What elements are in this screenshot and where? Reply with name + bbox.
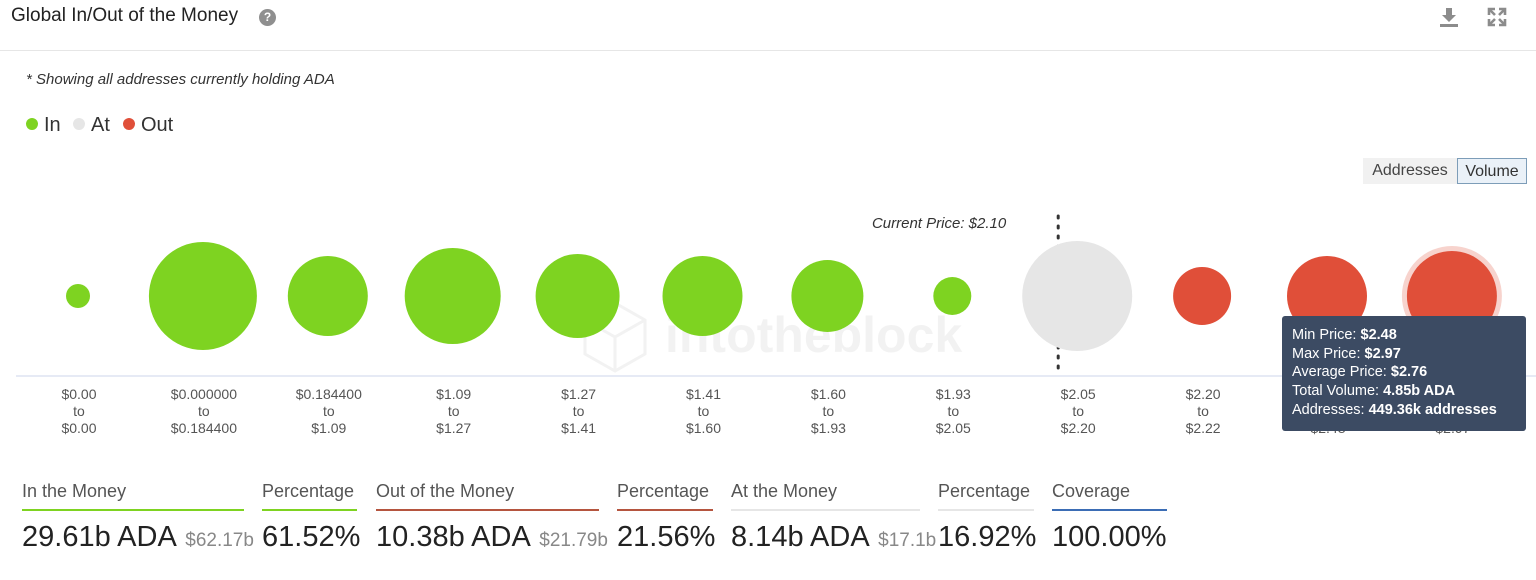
stat-out-percentage: Percentage 21.56% — [617, 478, 716, 554]
current-price-label: Current Price: $2.10 — [872, 215, 1007, 232]
x-tick-label: $2.20 — [1061, 420, 1096, 436]
stat-label: In the Money — [22, 481, 127, 501]
stat-label: Out of the Money — [376, 481, 515, 501]
stat-underline — [617, 509, 713, 511]
x-tick-label: $0.184400 — [171, 420, 237, 436]
stat-underline — [262, 509, 357, 511]
stat-value: 16.92% — [938, 521, 1037, 553]
bubble-at — [1022, 241, 1133, 351]
stat-out-of-the-money: Out of the Money 10.38b ADA $21.79b — [376, 478, 608, 554]
volume-toggle-button[interactable]: Volume — [1457, 158, 1527, 184]
legend-item-in[interactable]: In — [26, 114, 61, 137]
stat-label: Percentage — [938, 481, 1031, 501]
stat-value: 8.14b ADA $17.1b — [731, 521, 937, 553]
stat-coverage: Coverage 100.00% — [1052, 478, 1167, 554]
legend-item-out[interactable]: Out — [123, 114, 173, 137]
expand-icon[interactable] — [1486, 6, 1508, 28]
x-tick-label: to — [947, 403, 959, 419]
x-tick-label: $2.20 — [1186, 386, 1221, 402]
tooltip-average-price: Average Price: $2.76 — [1292, 364, 1428, 381]
x-tick-label: $1.93 — [811, 420, 846, 436]
bubble-in — [66, 284, 90, 308]
stat-label: Percentage — [617, 481, 710, 501]
bubble-out — [1173, 267, 1232, 325]
stat-label: Coverage — [1052, 481, 1131, 501]
stat-at-the-money: At the Money 8.14b ADA $17.1b — [731, 478, 937, 554]
x-tick-label: $2.05 — [936, 420, 971, 436]
bubble-in — [287, 256, 368, 336]
legend-label-out: Out — [141, 114, 174, 136]
download-icon[interactable] — [1438, 6, 1460, 28]
bubble-in — [933, 277, 972, 315]
stat-usd-value: $17.1b — [878, 530, 937, 551]
stat-usd-value: $62.17b — [185, 530, 254, 551]
x-tick-label: $1.60 — [686, 420, 721, 436]
x-tick-label: $1.27 — [561, 386, 596, 402]
stat-value: 29.61b ADA $62.17b — [22, 521, 254, 553]
x-tick-label: $1.27 — [436, 420, 471, 436]
stat-value: 10.38b ADA $21.79b — [376, 521, 608, 553]
tooltip-max-price: Max Price: $2.97 — [1292, 345, 1401, 362]
x-tick-label: to — [1072, 403, 1084, 419]
stat-at-percentage: Percentage 16.92% — [938, 478, 1037, 554]
stat-in-the-money: In the Money 29.61b ADA $62.17b — [22, 478, 254, 554]
addresses-toggle-button[interactable]: Addresses — [1363, 158, 1457, 184]
x-tick-label: $0.000000 — [171, 386, 237, 402]
widget-header: Global In/Out of the Money ? — [0, 0, 1536, 51]
stat-underline — [1052, 509, 1167, 511]
x-tick-label: $0.00 — [61, 420, 96, 436]
stat-underline — [938, 509, 1034, 511]
stat-underline — [376, 509, 599, 511]
widget-title: Global In/Out of the Money — [11, 5, 239, 26]
x-tick-label: $1.60 — [811, 386, 846, 402]
legend-label-in: In — [44, 114, 61, 136]
legend-dot-out — [123, 117, 135, 130]
x-tick-label: to — [823, 403, 835, 419]
stat-underline — [22, 509, 244, 511]
x-tick-label: to — [573, 403, 585, 419]
help-icon[interactable]: ? — [259, 9, 276, 26]
x-tick-label: $2.22 — [1186, 420, 1221, 436]
x-tick-label: $0.00 — [61, 386, 96, 402]
tooltip-addresses: Addresses: 449.36k addresses — [1292, 401, 1497, 418]
stat-value: 61.52% — [262, 521, 361, 553]
x-tick-label: $2.05 — [1061, 386, 1096, 402]
x-tick-label: $1.09 — [436, 386, 471, 402]
stat-usd-value: $21.79b — [539, 530, 608, 551]
bubble-in — [148, 242, 257, 350]
x-tick-label: to — [198, 403, 210, 419]
stat-label: At the Money — [731, 481, 838, 501]
legend-label-at: At — [91, 114, 110, 136]
stat-value: 100.00% — [1052, 521, 1167, 553]
x-tick-label: $0.184400 — [296, 386, 362, 402]
stat-underline — [731, 509, 920, 511]
x-tick-label: to — [1197, 403, 1209, 419]
legend-dot-in — [26, 117, 38, 130]
x-tick-label: $1.41 — [561, 420, 596, 436]
bubble-in — [535, 254, 620, 338]
x-tick-label: to — [698, 403, 710, 419]
x-tick-label: to — [73, 403, 85, 419]
x-tick-label: to — [323, 403, 335, 419]
bubble-in — [404, 248, 501, 344]
stat-in-percentage: Percentage 61.52% — [262, 478, 361, 554]
bubble-in — [791, 260, 864, 332]
stat-value: 21.56% — [617, 521, 716, 553]
legend-item-at[interactable]: At — [73, 114, 110, 137]
holding-note: * Showing all addresses currently holdin… — [26, 71, 335, 88]
stat-label: Percentage — [262, 481, 355, 501]
legend-dot-at — [73, 117, 85, 130]
bubble-tooltip: Min Price: $2.48 Max Price: $2.97 Averag… — [1282, 316, 1526, 431]
tooltip-total-volume: Total Volume: 4.85b ADA — [1292, 383, 1456, 400]
x-tick-label: $1.41 — [686, 386, 721, 402]
x-tick-label: to — [448, 403, 460, 419]
x-tick-label: $1.93 — [936, 386, 971, 402]
bubble-in — [662, 256, 743, 336]
tooltip-min-price: Min Price: $2.48 — [1292, 327, 1397, 343]
x-tick-label: $1.09 — [311, 420, 346, 436]
